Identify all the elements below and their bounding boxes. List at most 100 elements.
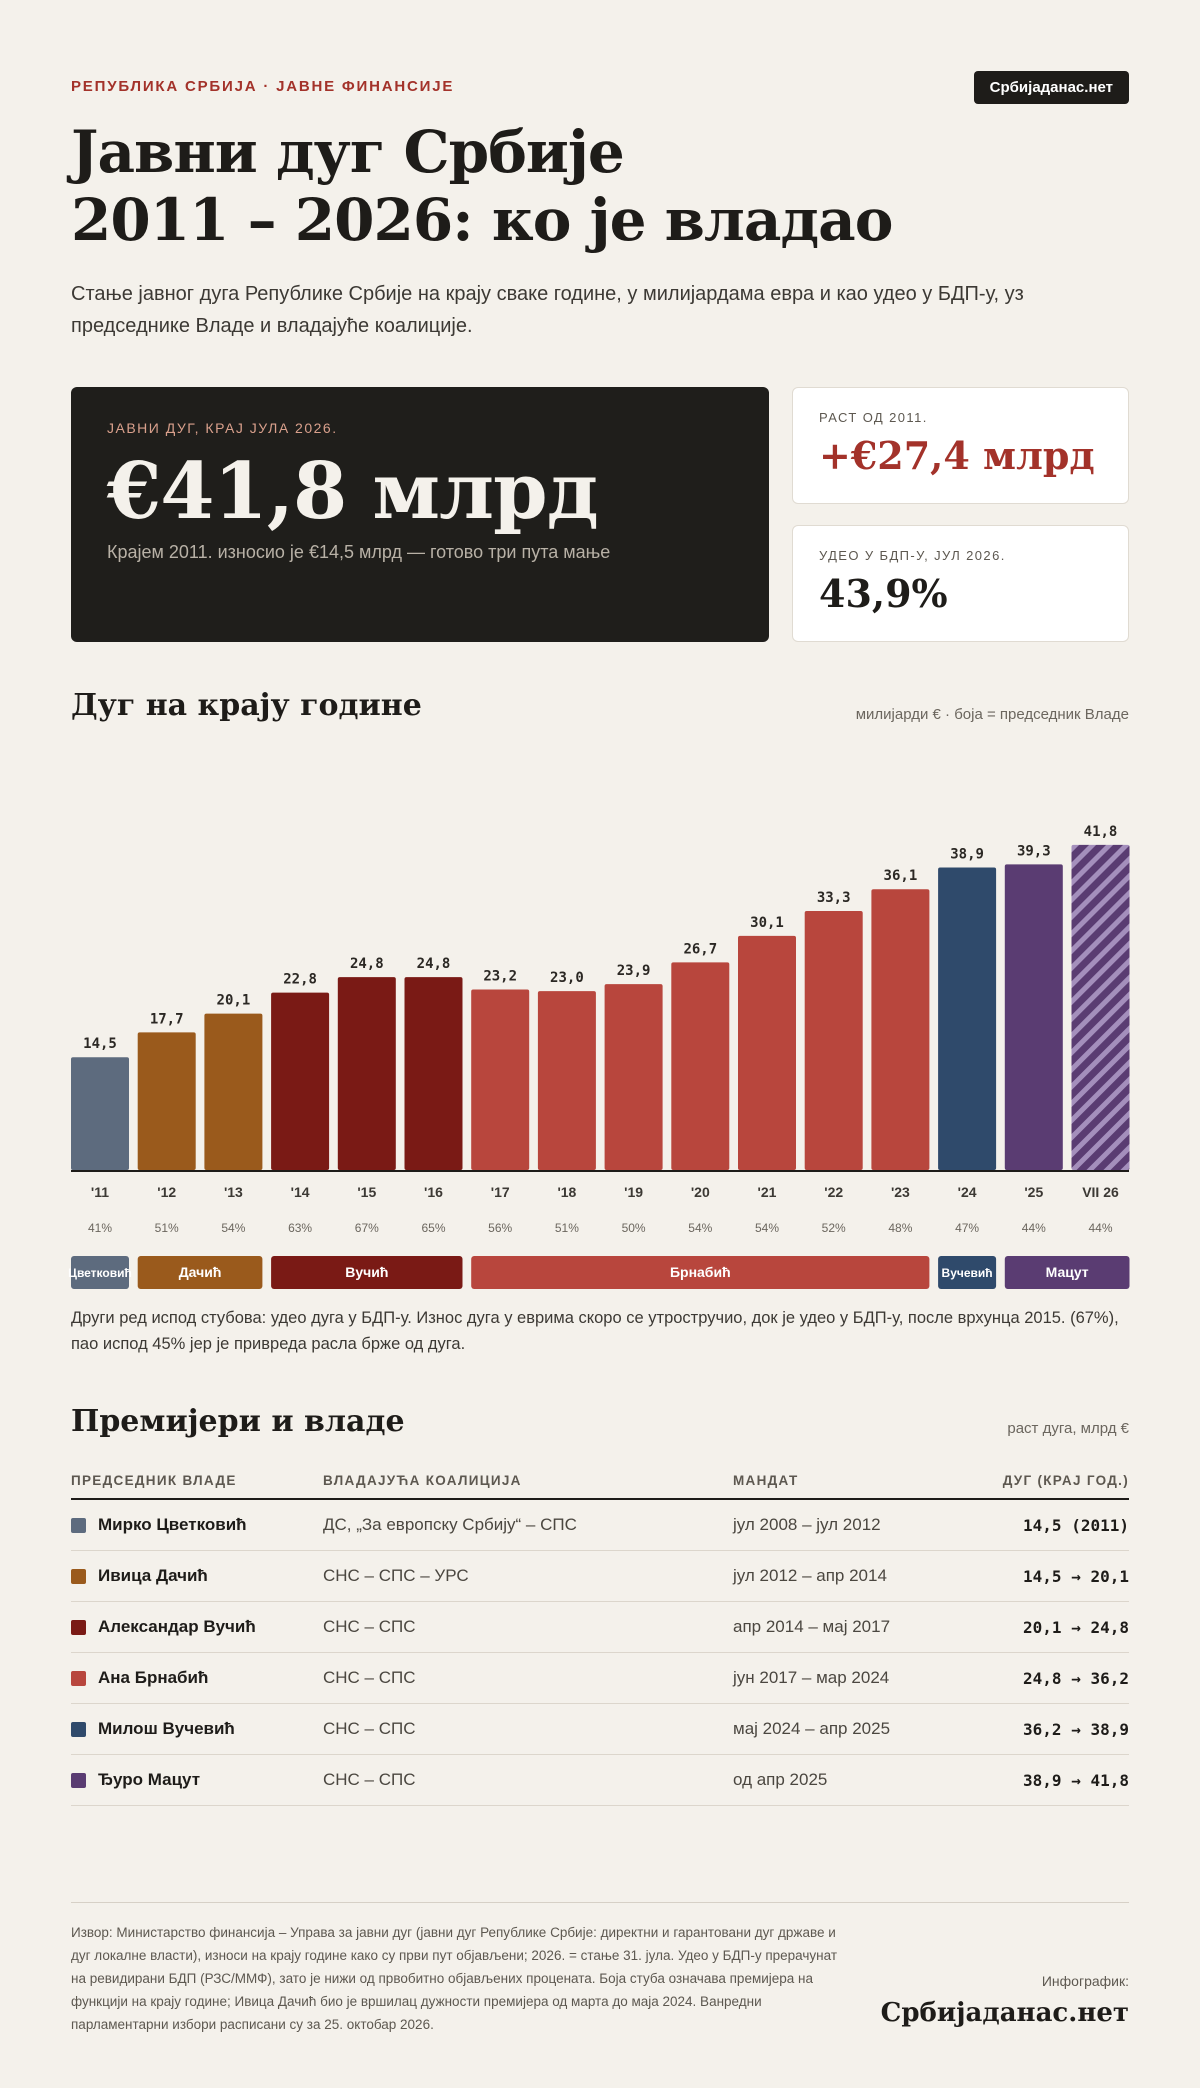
bar-value-label: 23,9 [617,963,651,979]
bar-value-label: 20,1 [217,993,251,1009]
bar [604,984,663,1170]
debt-cell: 24,8 → 36,2 [1023,1668,1129,1688]
header-premier: ПРЕДСЕДНИК ВЛАДЕ [71,1472,237,1488]
x-tick-label: '19 [624,1184,643,1200]
premier-band [938,1256,997,1289]
gdp-share-label: 54% [688,1221,712,1235]
coalition-cell: СНС – СПС – УРС [323,1566,469,1585]
gdp-share-label: 52% [822,1221,846,1235]
premier-band [1004,1256,1130,1289]
term-cell: јул 2012 – апр 2014 [733,1566,887,1585]
gdp-share-label: 51% [155,1221,179,1235]
color-swatch [71,1568,86,1584]
color-swatch [71,1517,86,1533]
bar-value-label: 23,0 [550,970,584,986]
gdp-share-label: 54% [221,1221,245,1235]
x-tick-label: '18 [557,1184,576,1200]
hero-note: Крајем 2011. износио је €14,5 млрд — гот… [107,542,611,562]
footer-divider [71,1902,1129,1903]
gdp-share-label: 44% [1088,1221,1112,1235]
table-row: Мирко Цветковић ДС, „За европску Србију“… [71,1500,1129,1551]
gdp-share-label: 50% [622,1221,646,1235]
bar [738,935,796,1170]
bar [537,991,596,1170]
x-tick-label: '24 [958,1184,977,1200]
bar [1004,864,1063,1170]
stat-label: УДЕО У БДП-У, ЈУЛ 2026. [819,548,1006,563]
bar [404,977,463,1170]
credit-label: Инфографик: [1041,1973,1129,1989]
x-tick-label: '20 [691,1184,710,1200]
premier-name: Ана Брнабић [98,1668,209,1687]
term-cell: од апр 2025 [733,1770,828,1789]
bar [71,1057,129,1170]
debt-bar-chart: 14,5 '11 41% 17,7 '12 51% 20,1 '13 54% 22,8 '14 63%… [68,824,1130,1289]
stat-label: РАСТ ОД 2011. [819,410,928,425]
stat-card-growth: РАСТ ОД 2011. +€27,4 млрд [792,387,1129,504]
premier-name: Ивица Дачић [98,1566,208,1585]
color-swatch [71,1670,86,1686]
bar [471,989,530,1170]
gdp-share-label: 44% [1022,1221,1046,1235]
table-section-title: Премијери и владе [71,1404,405,1439]
premier-band [271,1256,463,1289]
stat-value: 43,9% [819,571,948,616]
stat-card-gdp-share: УДЕО У БДП-У, ЈУЛ 2026. 43,9% [792,525,1129,642]
hero-value: €41,8 млрд [107,446,599,537]
header-term: МАНДАТ [733,1472,799,1488]
table-row: Ана Брнабић СНС – СПС јун 2017 – мар 202… [71,1653,1129,1704]
x-tick-label: '15 [357,1184,376,1200]
premier-cell: Ивица Дачић [71,1566,323,1586]
premier-band-label: Мацут [1046,1264,1089,1280]
bar-value-label: 30,1 [750,915,784,931]
x-tick-label: '14 [291,1184,310,1200]
chart-section-note: милијарди € · боја = председник Владе [855,706,1129,723]
premier-name: Милош Вучевић [98,1719,235,1738]
bar-value-label: 14,5 [83,1036,117,1052]
bar [271,992,330,1170]
term-cell: јун 2017 – мар 2024 [733,1668,890,1687]
gdp-share-label: 41% [88,1221,112,1235]
debt-cell: 14,5 (2011) [1023,1515,1129,1535]
term-cell: апр 2014 – мај 2017 [733,1617,891,1636]
x-tick-label: '13 [224,1184,243,1200]
bar [337,977,396,1170]
coalition-cell: СНС – СПС [323,1719,416,1738]
table-row: Ивица Дачић СНС – СПС – УРС јул 2012 – а… [71,1551,1129,1602]
x-tick-label: '11 [91,1184,109,1200]
bar-value-label: 24,8 [417,956,451,972]
premier-band-label: Вучевић [942,1266,993,1280]
term-cell: мај 2024 – апр 2025 [733,1719,891,1738]
coalition-cell: СНС – СПС [323,1770,416,1789]
debt-cell: 20,1 → 24,8 [1023,1617,1129,1637]
premier-name: Александар Вучић [98,1617,256,1636]
hero-label: ЈАВНИ ДУГ, КРАЈ ЈУЛА 2026. [107,420,338,436]
table-row: Александар Вучић СНС – СПС апр 2014 – ма… [71,1602,1129,1653]
page-subtitle: Стање јавног дуга Републике Србије на кр… [71,283,1024,337]
credit-brand[interactable]: Србијаданас.нет [880,1998,1129,2028]
x-tick-label: '12 [157,1184,176,1200]
premier-cell: Мирко Цветковић [71,1515,323,1535]
premier-name: Мирко Цветковић [98,1515,247,1534]
color-swatch [71,1721,86,1737]
x-tick-label: '23 [891,1184,910,1200]
brand-badge[interactable]: Србијаданас.нет [973,71,1129,104]
bar-value-label: 22,8 [283,972,317,988]
chart-section-title: Дуг на крају године [71,688,422,723]
x-tick-label: VII 26 [1082,1184,1119,1200]
premier-band-label: Дачић [179,1264,222,1280]
bar [204,1013,263,1170]
coalition-cell: ДС, „За европску Србију“ – СПС [323,1515,577,1534]
stat-value: +€27,4 млрд [819,433,1095,478]
x-tick-label: '25 [1024,1184,1043,1200]
premier-cell: Милош Вучевић [71,1719,323,1739]
debt-cell: 36,2 → 38,9 [1023,1719,1129,1739]
title-line-2: 2011 – 2026: ко је владао [71,186,893,254]
bar [871,889,930,1170]
gdp-share-label: 56% [488,1221,512,1235]
bar [938,867,997,1170]
bar-value-label: 41,8 [1084,824,1118,840]
gdp-share-label: 51% [555,1221,579,1235]
premier-cell: Александар Вучић [71,1617,323,1637]
